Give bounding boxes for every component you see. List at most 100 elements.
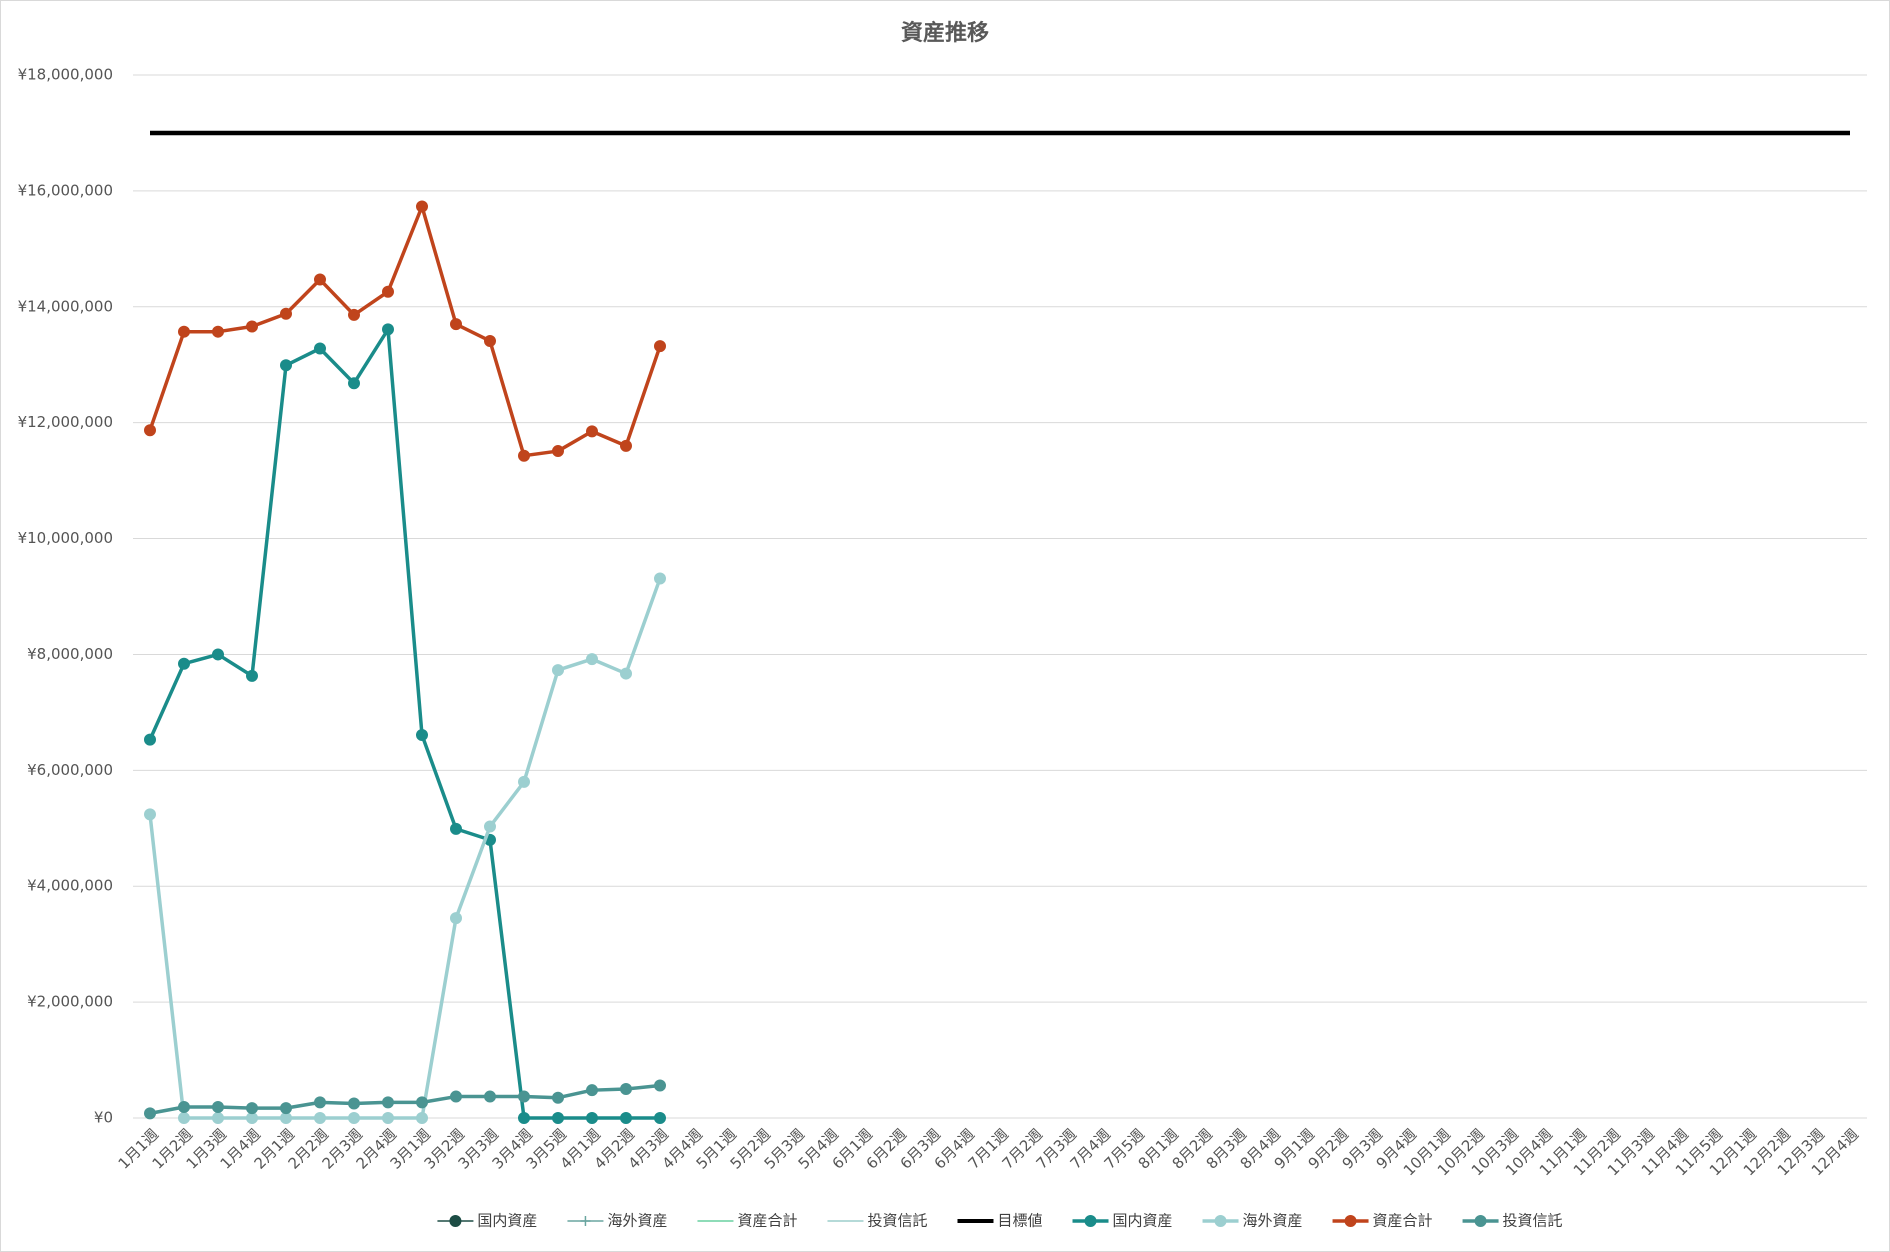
point (586, 1084, 598, 1097)
point (212, 1100, 224, 1113)
point (586, 653, 598, 666)
point (654, 1079, 666, 1092)
legend-label: 目標値 (997, 1212, 1042, 1230)
point (416, 200, 428, 213)
point (416, 1096, 428, 1109)
legend-marker (1084, 1215, 1097, 1227)
point (654, 1112, 666, 1124)
legend-item: 資産合計 (697, 1212, 797, 1230)
y-tick-label: ¥10,000,000 (18, 529, 113, 547)
point (246, 1102, 258, 1115)
series-line (149, 1083, 661, 1116)
series-line (148, 577, 662, 1120)
point (518, 775, 530, 788)
point (484, 1090, 496, 1103)
point (552, 1091, 564, 1104)
point (178, 325, 190, 338)
legend-item: 国内資産 (437, 1212, 537, 1230)
point (382, 285, 394, 298)
y-tick-label: ¥12,000,000 (18, 413, 113, 431)
legend-label: 国内資産 (477, 1212, 537, 1230)
point (518, 1090, 530, 1103)
point (654, 340, 666, 353)
y-tick-label: ¥6,000,000 (27, 761, 113, 779)
point (382, 1096, 394, 1109)
point (144, 808, 156, 821)
legend-item: 海外資産 (567, 1212, 667, 1230)
point (654, 572, 666, 585)
legend-label: 投資信託 (1503, 1212, 1563, 1230)
point (144, 733, 156, 746)
point (246, 1112, 258, 1124)
legend-item: 投資信託 (827, 1212, 927, 1230)
point (416, 1112, 428, 1124)
y-tick-label: ¥16,000,000 (18, 181, 113, 199)
y-tick-label: ¥8,000,000 (27, 645, 113, 663)
point (450, 318, 462, 331)
point (552, 1112, 564, 1124)
legend-label: 資産合計 (737, 1212, 797, 1230)
point (348, 308, 360, 321)
point (314, 1096, 326, 1109)
legend-item: 資産合計 (1332, 1212, 1433, 1230)
point (620, 439, 632, 452)
point (450, 1090, 462, 1103)
point (314, 342, 326, 355)
point (280, 307, 292, 320)
point (178, 1112, 190, 1124)
point (178, 657, 190, 670)
point (484, 820, 496, 833)
series-line (148, 204, 662, 458)
legend-marker (580, 1216, 591, 1226)
legend-item: 目標値 (957, 1212, 1043, 1230)
point (552, 445, 564, 458)
point (212, 325, 224, 338)
y-tick-label: ¥4,000,000 (27, 877, 113, 895)
point (348, 377, 360, 390)
legend-label: 資産合計 (1373, 1212, 1433, 1230)
point (144, 1107, 156, 1120)
legend-marker (449, 1215, 462, 1227)
point (280, 1112, 292, 1124)
y-tick-label: ¥18,000,000 (18, 66, 113, 84)
point (620, 667, 632, 680)
point (552, 664, 564, 677)
legend-item: 国内資産 (1072, 1212, 1173, 1230)
point (620, 1083, 632, 1096)
point (280, 359, 292, 372)
point (348, 1097, 360, 1110)
point (620, 1112, 632, 1124)
legend-marker (1214, 1215, 1227, 1227)
point (212, 648, 224, 661)
point (518, 1112, 530, 1124)
legend-item: 投資信託 (1462, 1212, 1563, 1230)
point (144, 424, 156, 437)
legend: 国内資産 海外資産 資産合計 投資信託 目標値 国内資産 海外資産 資産合計 投資信託 (437, 1212, 1563, 1230)
point (246, 320, 258, 333)
chart-title: 資産推移 (901, 20, 989, 46)
legend-item: 海外資産 (1202, 1212, 1303, 1230)
point (314, 1112, 326, 1124)
series-line (148, 327, 660, 1120)
point (416, 728, 428, 741)
point (348, 1112, 360, 1124)
y-tick-label: ¥0 (94, 1109, 113, 1127)
point (450, 822, 462, 835)
legend-marker (1474, 1215, 1487, 1227)
legend-label: 海外資産 (607, 1212, 667, 1230)
legend-label: 投資信託 (867, 1212, 927, 1230)
point (178, 1100, 190, 1113)
legend-label: 海外資産 (1243, 1212, 1303, 1230)
point (314, 273, 326, 286)
point (518, 449, 530, 462)
point (586, 425, 598, 438)
point (382, 1112, 394, 1124)
point (450, 912, 462, 925)
point (484, 334, 496, 347)
point (382, 323, 394, 336)
y-tick-label: ¥2,000,000 (27, 993, 113, 1011)
point (212, 1112, 224, 1124)
